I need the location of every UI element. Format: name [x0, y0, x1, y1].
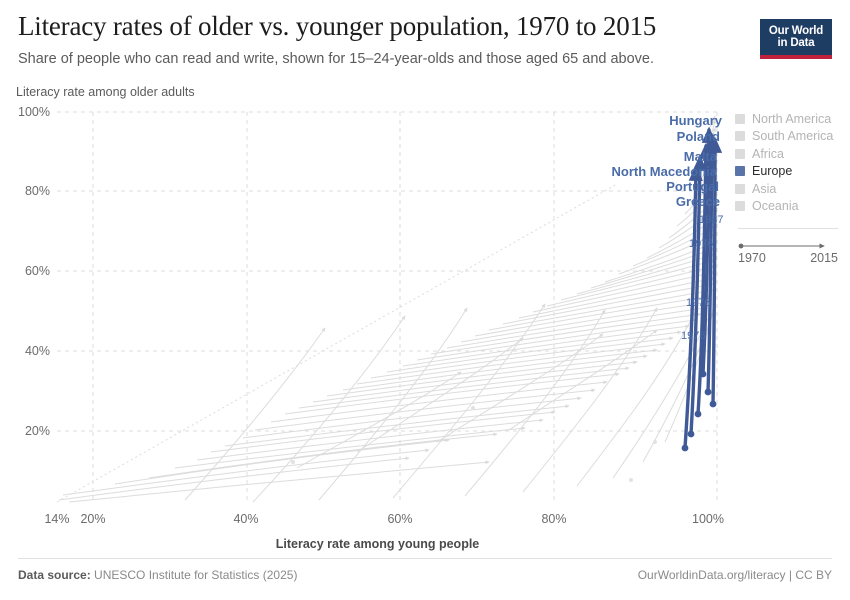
annotation-poland[interactable]: Poland	[676, 129, 720, 144]
x-tick-80: 80%	[541, 512, 567, 526]
legend-swatch-asia	[735, 183, 745, 194]
footer-source-label: Data source:	[18, 568, 91, 582]
series-malta[interactable]	[689, 154, 707, 436]
x-axis-title: Literacy rate among young people	[275, 537, 480, 551]
chart-footer: Data source: UNESCO Institute for Statis…	[18, 568, 832, 582]
legend-item-africa[interactable]: Africa	[735, 145, 845, 163]
y-tick-60: 60%	[24, 264, 50, 278]
legend-label-south-america: South America	[752, 129, 834, 144]
legend-item-south-america[interactable]: South America	[735, 128, 845, 146]
europe-start-dots	[681, 370, 717, 452]
annotation-hungary[interactable]: Hungary	[669, 113, 722, 128]
annotation-year-1976-b: 1976	[686, 297, 711, 309]
annotation-year-1976-c: 1976	[681, 330, 706, 342]
y-tick-20: 20%	[24, 424, 50, 438]
legend-item-oceania[interactable]: Oceania	[735, 198, 845, 216]
x-tick-60: 60%	[387, 512, 413, 526]
legend-swatch-africa	[735, 148, 745, 159]
annotation-year-1976-a: 1976	[689, 238, 714, 250]
series-north-macedonia[interactable]	[683, 164, 703, 450]
legend-item-asia[interactable]: Asia	[735, 180, 845, 198]
x-tick-100: 100%	[692, 512, 724, 526]
owid-logo[interactable]: Our World in Data	[760, 19, 832, 59]
continent-legend[interactable]: North America South America Africa Europ…	[735, 110, 845, 215]
footer-divider	[18, 558, 832, 559]
background-points-group	[291, 406, 657, 482]
y-axis-title: Literacy rate among older adults	[16, 85, 195, 99]
footer-attribution[interactable]: OurWorldinData.org/literacy | CC BY	[637, 568, 832, 582]
logo-line-1: Our World	[768, 24, 824, 37]
page-subtitle: Share of people who can read and write, …	[18, 51, 655, 67]
series-poland[interactable]	[704, 132, 720, 394]
x-axis-title-wrap: Literacy rate among young people	[0, 537, 850, 551]
background-risers-group	[184, 303, 716, 503]
time-legend-years: 1970 2015	[738, 251, 838, 265]
europe-series-group[interactable]	[683, 126, 723, 450]
annotation-portugal[interactable]: Portugal	[666, 179, 719, 194]
footer-source: Data source: UNESCO Institute for Statis…	[18, 568, 297, 582]
y-tick-40: 40%	[24, 344, 50, 358]
legend-item-europe[interactable]: Europe	[735, 163, 845, 181]
plot-area[interactable]	[56, 111, 723, 503]
scatter-canvas[interactable]	[56, 111, 723, 503]
chart-header: Literacy rates of older vs. younger popu…	[18, 10, 832, 69]
time-arrow-icon	[738, 238, 838, 250]
time-legend: 1970 2015	[738, 228, 838, 265]
x-tick-20: 20%	[80, 512, 106, 526]
annotation-greece[interactable]: Greece	[675, 194, 720, 209]
legend-swatch-north-america	[735, 113, 745, 124]
legend-label-africa: Africa	[752, 146, 784, 161]
legend-swatch-europe	[735, 166, 745, 177]
diagonal-reference-line	[56, 183, 618, 503]
legend-label-asia: Asia	[752, 181, 777, 196]
x-tick-40: 40%	[233, 512, 259, 526]
logo-line-2: in Data	[777, 37, 815, 49]
time-start-year: 1970	[738, 251, 766, 265]
y-tick-100: 100%	[18, 105, 50, 119]
series-greece[interactable]	[707, 136, 723, 406]
legend-item-north-america[interactable]: North America	[735, 110, 845, 128]
page-title: Literacy rates of older vs. younger popu…	[18, 11, 657, 41]
annotation-north-macedonia[interactable]: North Macedonia	[611, 164, 717, 179]
legend-swatch-south-america	[735, 131, 745, 142]
legend-label-europe: Europe	[752, 164, 793, 179]
annotation-year-1987: 1987	[699, 214, 724, 226]
legend-divider	[738, 228, 838, 229]
series-hungary[interactable]	[701, 126, 717, 376]
y-tick-80: 80%	[24, 184, 50, 198]
legend-label-north-america: North America	[752, 111, 832, 126]
annotation-malta[interactable]: Malta	[683, 149, 717, 164]
series-portugal[interactable]	[696, 142, 713, 416]
footer-source-value: UNESCO Institute for Statistics (2025)	[94, 568, 298, 582]
background-series-group	[58, 115, 717, 503]
time-end-year: 2015	[810, 251, 838, 265]
legend-label-oceania: Oceania	[752, 199, 799, 214]
legend-swatch-oceania	[735, 201, 745, 212]
x-tick-14: 14%	[44, 512, 70, 526]
